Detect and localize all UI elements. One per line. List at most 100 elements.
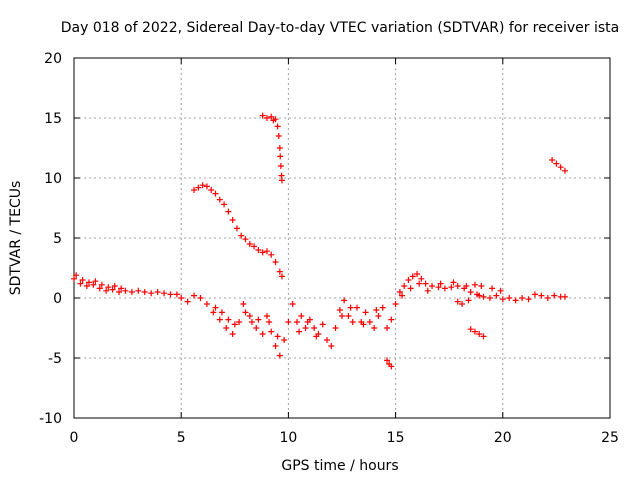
x-tick-label: 5 bbox=[177, 430, 186, 446]
data-point bbox=[384, 325, 391, 331]
data-point bbox=[191, 187, 198, 193]
data-point bbox=[242, 309, 249, 316]
y-tick-label: 5 bbox=[53, 231, 62, 247]
data-point bbox=[561, 167, 568, 174]
data-point bbox=[296, 328, 303, 335]
data-point bbox=[422, 280, 429, 287]
data-point bbox=[216, 316, 223, 323]
data-point bbox=[471, 328, 478, 335]
series-spike-trace bbox=[259, 112, 285, 184]
data-point bbox=[454, 283, 461, 289]
data-point bbox=[167, 291, 174, 298]
data-point bbox=[251, 243, 258, 250]
data-point bbox=[272, 343, 279, 349]
data-point bbox=[328, 343, 335, 349]
data-point bbox=[277, 153, 284, 160]
data-point bbox=[409, 273, 416, 280]
data-point bbox=[285, 319, 292, 325]
data-point bbox=[266, 319, 273, 325]
data-point bbox=[173, 291, 180, 298]
data-point bbox=[480, 293, 487, 300]
data-point bbox=[268, 328, 275, 335]
data-point bbox=[551, 292, 558, 299]
data-point bbox=[493, 292, 500, 299]
data-point bbox=[197, 295, 204, 301]
data-point bbox=[248, 319, 255, 325]
data-point bbox=[388, 363, 395, 370]
data-point bbox=[332, 325, 339, 331]
data-point bbox=[246, 313, 253, 319]
data-point bbox=[459, 301, 466, 307]
y-axis-label: SDTVAR / TECUs bbox=[8, 181, 24, 296]
data-point bbox=[246, 241, 253, 247]
data-point bbox=[471, 281, 478, 288]
data-point bbox=[407, 285, 414, 292]
data-point bbox=[128, 289, 135, 295]
data-point bbox=[289, 301, 296, 307]
series-small-dip-2 bbox=[467, 326, 487, 340]
x-tick-label: 10 bbox=[279, 430, 297, 446]
data-point bbox=[278, 177, 285, 184]
data-point bbox=[278, 273, 285, 280]
data-point bbox=[277, 163, 284, 169]
data-point bbox=[223, 325, 230, 331]
data-point bbox=[476, 292, 483, 299]
data-point bbox=[216, 196, 223, 203]
data-point bbox=[73, 272, 80, 279]
data-point bbox=[349, 319, 356, 325]
data-point bbox=[195, 184, 202, 191]
data-point bbox=[399, 292, 406, 299]
data-point bbox=[263, 115, 270, 121]
data-point bbox=[379, 304, 386, 311]
data-point bbox=[116, 289, 123, 295]
data-point bbox=[240, 301, 247, 307]
data-point bbox=[416, 280, 423, 287]
data-point bbox=[90, 281, 97, 288]
data-point bbox=[272, 259, 279, 265]
data-point bbox=[154, 289, 161, 295]
data-point bbox=[388, 316, 395, 323]
data-point bbox=[441, 285, 448, 292]
data-point bbox=[98, 281, 105, 288]
data-point bbox=[225, 208, 232, 215]
data-point bbox=[212, 190, 219, 197]
data-point bbox=[450, 279, 457, 286]
data-point bbox=[268, 251, 275, 258]
data-point bbox=[111, 283, 118, 289]
data-point bbox=[221, 201, 228, 208]
data-point bbox=[276, 352, 283, 359]
data-point bbox=[519, 295, 526, 301]
data-point bbox=[463, 283, 470, 289]
data-point bbox=[366, 319, 373, 325]
data-point bbox=[83, 283, 90, 289]
data-point bbox=[512, 297, 519, 304]
data-point bbox=[486, 295, 493, 301]
data-point bbox=[71, 275, 77, 282]
x-tick-label: 25 bbox=[601, 430, 619, 446]
data-point bbox=[242, 236, 249, 243]
data-point bbox=[208, 187, 215, 193]
data-point bbox=[212, 304, 219, 311]
data-point bbox=[323, 337, 330, 343]
x-tick-label: 20 bbox=[494, 430, 512, 446]
data-point bbox=[341, 297, 348, 304]
axis-ticks: 0 5 10 15 20 25 -10 -5 0 5 10 15 20 bbox=[39, 51, 619, 446]
data-point bbox=[203, 301, 210, 307]
data-point bbox=[557, 164, 564, 171]
data-point bbox=[429, 283, 436, 289]
data-point bbox=[480, 333, 487, 340]
data-point bbox=[255, 247, 262, 253]
data-point bbox=[77, 280, 84, 287]
data-point bbox=[304, 319, 311, 325]
data-point bbox=[414, 271, 421, 277]
data-point bbox=[424, 287, 431, 294]
data-point bbox=[336, 307, 343, 313]
data-point bbox=[467, 326, 474, 333]
data-point bbox=[371, 325, 378, 331]
data-point bbox=[274, 333, 281, 340]
data-point bbox=[103, 287, 110, 294]
data-point bbox=[259, 112, 266, 119]
data-points bbox=[71, 112, 568, 370]
data-point bbox=[319, 321, 326, 328]
